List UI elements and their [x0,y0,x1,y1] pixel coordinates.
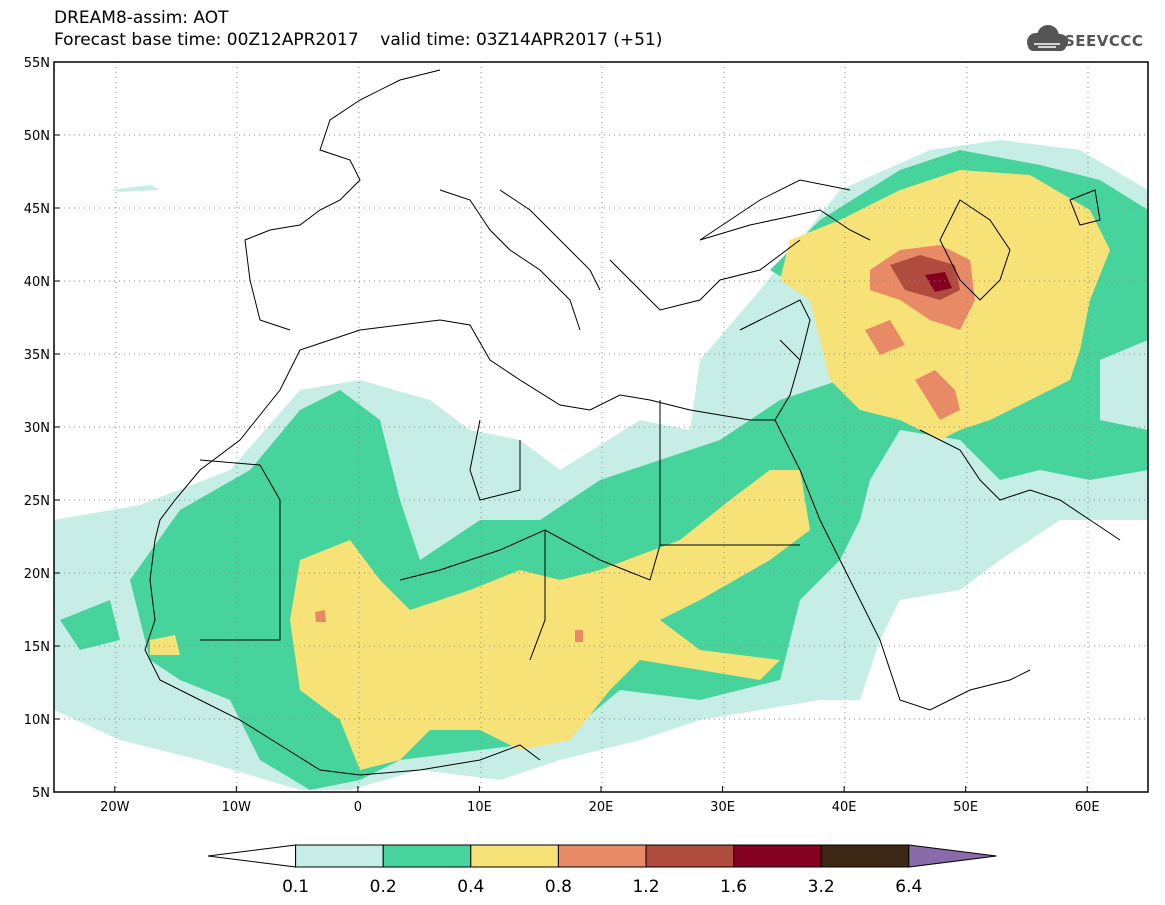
colorbar-segment [645,844,735,868]
cloud-icon [1027,25,1068,51]
lat-tick-label: 55N [24,56,50,71]
lat-tick-label: 15N [24,640,50,655]
colorbar-segment [557,844,647,868]
colorbar-segment [382,844,472,868]
colorbar-label: 0.4 [457,877,484,897]
lon-tick-label: 20W [100,800,130,815]
colorbar-segment [733,844,822,868]
lat-tick-label: 5N [32,786,50,801]
aot-colorbar: 0.1 0.2 0.4 0.8 1.2 1.6 3.2 6.4 [207,844,997,897]
latitude-axis: 55N 50N 45N 40N 35N 30N 25N 20N 15N 10N 5N [24,56,60,801]
colorbar-label: 1.2 [632,877,659,897]
lat-tick-label: 25N [24,494,50,509]
map-title: DREAM8-assim: AOT [54,8,229,28]
lat-tick-label: 45N [24,202,50,217]
colorbar-label: 0.2 [370,877,397,897]
colorbar-label: 0.1 [282,877,309,897]
coastlines [144,69,1121,776]
lat-tick-label: 10N [24,713,50,728]
lat-tick-label: 20N [24,567,50,582]
colorbar-low-arrow [207,844,297,868]
colorbar-segment [470,844,559,868]
lon-tick-label: 60E [1075,800,1100,815]
lon-tick-label: 40E [832,800,857,815]
lat-tick-label: 50N [24,129,50,144]
graticule [54,62,1148,792]
colorbar-segment [295,844,384,868]
lat-tick-label: 30N [24,421,50,436]
aot-shading [54,140,1148,790]
lat-tick-label: 35N [24,348,50,363]
lon-tick-label: 10W [222,800,252,815]
lon-tick-label: 50E [953,800,978,815]
colorbar-segment [820,844,910,868]
lat-tick-label: 40N [24,275,50,290]
colorbar-label: 6.4 [895,877,922,897]
aot-level-1.6 [925,272,952,292]
logo-text: SEEVCCC [1064,32,1144,50]
colorbar-label: 3.2 [808,877,835,897]
longitude-axis: 20W 10W 0 10E 20E 30E 40E 50E 60E [100,786,1100,815]
lon-tick-label: 0 [354,800,362,815]
lon-tick-label: 10E [467,800,492,815]
lon-tick-label: 30E [710,800,735,815]
lon-tick-label: 20E [589,800,614,815]
colorbar-label: 1.6 [720,877,747,897]
colorbar-high-arrow [908,844,997,868]
colorbar-label: 0.8 [545,877,572,897]
forecast-time-subtitle: Forecast base time: 00Z12APR2017 valid t… [54,30,663,50]
